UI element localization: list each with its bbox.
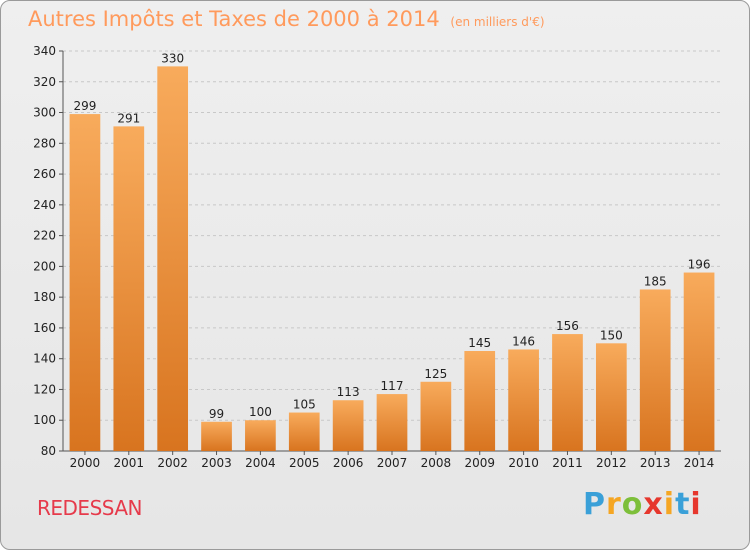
bar-2008 xyxy=(420,381,452,451)
logo-letter: r xyxy=(606,487,622,522)
x-tick-label: 2014 xyxy=(684,456,715,470)
y-tick-label: 220 xyxy=(33,229,56,243)
bar-value-label: 117 xyxy=(381,379,404,393)
bar-value-label: 125 xyxy=(424,367,447,381)
chart-unit: (en milliers d'€) xyxy=(450,15,545,29)
y-tick-label: 180 xyxy=(33,290,56,304)
bar-2009 xyxy=(464,351,496,451)
bar-2002 xyxy=(157,66,189,451)
bar-value-label: 150 xyxy=(600,328,623,342)
chart-title: Autres Impôts et Taxes de 2000 à 2014 (e… xyxy=(28,7,545,31)
x-tick-label: 2009 xyxy=(464,456,495,470)
bar-value-label: 299 xyxy=(73,99,96,113)
bar-2007 xyxy=(376,394,408,451)
bar-2006 xyxy=(332,400,364,451)
y-tick-label: 120 xyxy=(33,382,56,396)
bar-value-label: 146 xyxy=(512,334,535,348)
logo-letter: t xyxy=(675,487,691,522)
chart-title-text: Autres Impôts et Taxes de 2000 à 2014 xyxy=(28,7,440,31)
y-tick-label: 340 xyxy=(33,44,56,58)
bars xyxy=(69,66,715,452)
x-tick-label: 2005 xyxy=(289,456,320,470)
y-tick-label: 300 xyxy=(33,106,56,120)
y-tick-label: 160 xyxy=(33,321,56,335)
x-tick-label: 2008 xyxy=(421,456,452,470)
proxiti-logo: Proxiti xyxy=(583,487,702,522)
bar-value-label: 113 xyxy=(337,385,360,399)
bar-2014 xyxy=(683,272,715,451)
y-tick-labels: 80 100 120 140 160 180 200 220 240 260 280 300 320 34… xyxy=(33,44,56,458)
x-tick-label: 2004 xyxy=(245,456,276,470)
x-tick-label: 2001 xyxy=(114,456,145,470)
logo-letter: i xyxy=(690,487,702,522)
bar-2003 xyxy=(201,421,232,451)
bar-value-label: 291 xyxy=(117,111,140,125)
y-tick-label: 80 xyxy=(41,444,56,458)
place-name: REDESSAN xyxy=(37,496,142,520)
x-tick-label: 2000 xyxy=(70,456,101,470)
bar-2012 xyxy=(595,343,627,451)
x-tick-label: 2003 xyxy=(201,456,232,470)
x-tick-labels: 2000 2001 2002 2003 2004 2005 2006 2007 2008 2009… xyxy=(70,451,715,470)
bar-value-label: 100 xyxy=(249,405,272,419)
y-tick-label: 240 xyxy=(33,198,56,212)
bar-value-label: 185 xyxy=(644,274,667,288)
x-tick-label: 2006 xyxy=(333,456,364,470)
bar-value-label: 156 xyxy=(556,319,579,333)
y-tick-label: 100 xyxy=(33,413,56,427)
bar-value-label: 196 xyxy=(688,258,711,272)
bar-value-label: 99 xyxy=(209,407,224,421)
bar-2001 xyxy=(113,126,145,451)
x-tick-label: 2013 xyxy=(640,456,671,470)
x-tick-label: 2011 xyxy=(552,456,583,470)
bar-value-label: 145 xyxy=(468,336,491,350)
bar-2011 xyxy=(552,334,583,451)
bar-value-label: 105 xyxy=(293,398,316,412)
logo-letter: i xyxy=(663,487,676,522)
bar-2004 xyxy=(245,420,276,451)
x-tick-label: 2010 xyxy=(508,456,539,470)
bar-labels: 299 291 330 99 100 105 113 117 125 145 146 156 150 18… xyxy=(73,51,710,420)
logo-letter: P xyxy=(583,487,606,522)
bar-2013 xyxy=(639,289,671,451)
bar-2010 xyxy=(508,349,539,451)
logo-letter: o xyxy=(621,487,644,522)
logo-letter: x xyxy=(643,487,664,522)
y-tick-label: 200 xyxy=(33,259,56,273)
y-tick-label: 320 xyxy=(33,75,56,89)
y-tick-label: 260 xyxy=(33,167,56,181)
x-tick-label: 2007 xyxy=(377,456,408,470)
y-tick-label: 280 xyxy=(33,136,56,150)
bar-value-label: 330 xyxy=(161,51,184,65)
x-tick-label: 2012 xyxy=(596,456,627,470)
bar-2000 xyxy=(69,114,101,452)
y-tick-label: 140 xyxy=(33,352,56,366)
x-tick-label: 2002 xyxy=(157,456,188,470)
bar-2005 xyxy=(288,412,320,451)
